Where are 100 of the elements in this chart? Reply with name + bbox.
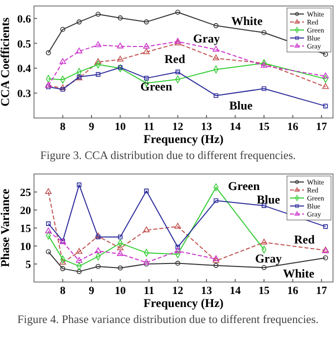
point [212, 257, 220, 263]
point [94, 247, 102, 254]
point [118, 15, 123, 20]
text: Red [164, 52, 186, 66]
point [323, 224, 328, 229]
point [76, 19, 82, 24]
y-tick-label: 0.6 [17, 13, 32, 26]
point [143, 258, 150, 265]
point [60, 87, 66, 92]
point [96, 12, 101, 17]
point [94, 41, 102, 48]
point [46, 84, 51, 90]
point [60, 58, 66, 64]
x-tick-label: 12 [172, 285, 184, 297]
point [76, 182, 82, 188]
point [45, 228, 52, 234]
x-tick-label: 8 [60, 121, 66, 133]
text: White [231, 14, 263, 28]
point [212, 54, 220, 60]
x-tick-label: 10 [114, 121, 126, 133]
x-tick-label: 14 [230, 121, 242, 133]
point [260, 62, 268, 68]
y-tick-label: 20 [20, 205, 32, 217]
point [117, 250, 124, 256]
point [118, 65, 123, 70]
x-tick-label: 15 [258, 121, 270, 133]
point [213, 262, 218, 268]
text: Gray [255, 252, 282, 266]
x-tick-label: 11 [144, 121, 154, 133]
point [144, 188, 149, 194]
x-tick-label: 17 [316, 285, 328, 297]
caption: Figure 3. CCA distribution due to different frequencies. [40, 150, 296, 162]
point [117, 42, 124, 48]
point [60, 266, 66, 272]
y-axis-title: CCA Coefficients [0, 17, 12, 106]
point [60, 84, 66, 90]
point [175, 244, 180, 250]
text: Blue [256, 192, 280, 207]
line-series [46, 65, 328, 108]
x-tick-label: 16 [287, 121, 299, 133]
x-tick-label: 9 [88, 121, 95, 133]
point [175, 70, 180, 74]
y-tick-label: 15 [20, 223, 32, 235]
point [144, 261, 149, 267]
text: Red [294, 232, 315, 247]
x-tick-label: 11 [144, 285, 154, 297]
point [261, 265, 267, 270]
y-tick-label: 0.4 [17, 63, 32, 76]
point [144, 19, 149, 24]
text: Green [140, 80, 172, 94]
point [76, 48, 82, 54]
x-tick-label: 13 [201, 285, 212, 297]
point [323, 104, 328, 108]
x-axis-title: Frequency (Hz) [143, 296, 224, 310]
point [143, 226, 150, 232]
point [261, 30, 267, 36]
point [144, 76, 149, 80]
point [213, 23, 218, 28]
y-tick-label: 10 [20, 241, 32, 253]
point [96, 234, 100, 240]
point [94, 58, 102, 64]
x-tick-label: 15 [258, 285, 270, 297]
x-tick-label: 8 [60, 285, 66, 297]
text: White [282, 266, 314, 280]
point [45, 188, 52, 194]
point [175, 10, 180, 15]
point [46, 221, 51, 226]
point [260, 238, 268, 244]
x-tick-label: 9 [88, 285, 95, 297]
x-tick-label: 17 [316, 121, 328, 133]
x-tick-label: 10 [114, 285, 126, 297]
point [322, 83, 329, 89]
point [76, 248, 82, 254]
x-tick-label: 14 [230, 285, 242, 297]
text: Blue [229, 98, 253, 113]
point [118, 234, 123, 240]
caption: Figure 4. Phase variance distribution due to different frequencies. [17, 314, 319, 326]
y-tick-label: 0.5 [17, 38, 32, 50]
point [143, 42, 150, 49]
y-tick-label: 0.3 [17, 88, 32, 100]
point [214, 93, 218, 98]
point [262, 86, 266, 91]
point [117, 244, 124, 250]
point [214, 198, 218, 203]
point [175, 260, 180, 266]
point [76, 257, 82, 263]
y-tick-label: 5 [26, 259, 32, 271]
point [174, 247, 181, 254]
point [118, 265, 123, 270]
point [60, 26, 66, 32]
x-tick-label: 16 [287, 285, 299, 297]
y-tick-label: 25 [20, 187, 32, 199]
x-axis-title: Frequency (Hz) [143, 132, 224, 146]
y-axis-title: Phase Variance [0, 188, 12, 268]
point [96, 264, 101, 270]
point [143, 48, 150, 54]
point [117, 56, 124, 62]
point [96, 72, 100, 77]
text: Green [228, 178, 260, 193]
x-tick-label: 13 [201, 121, 212, 133]
